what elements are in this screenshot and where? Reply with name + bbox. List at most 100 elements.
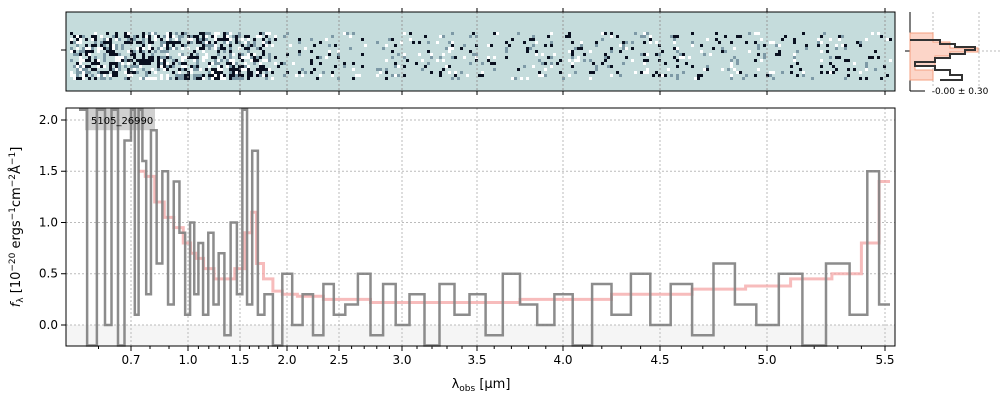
spectrum-pixel (295, 74, 298, 77)
spectrum-pixel (574, 71, 577, 74)
spectrum-pixel (214, 77, 217, 80)
spectrum-pixel (94, 77, 97, 80)
spectrum-pixel (763, 44, 766, 47)
spectrum-pixel (142, 77, 145, 80)
spectrum-pixel (619, 50, 622, 53)
spectrum-pixel (394, 74, 397, 77)
spectrum-pixel (235, 71, 238, 74)
spectrum-pixel (391, 74, 394, 77)
spectrum-pixel (130, 65, 133, 68)
spectrum-pixel (241, 38, 244, 41)
spectrum-pixel (88, 56, 91, 59)
spectrum-pixel (232, 62, 235, 65)
spectrum-pixel (235, 41, 238, 44)
spectrum-pixel (211, 68, 214, 71)
spectrum-pixel (679, 53, 682, 56)
spectrum-pixel (607, 65, 610, 68)
spectrum-pixel (214, 71, 217, 74)
spectrum-pixel (196, 53, 199, 56)
spectrum-pixel (256, 59, 259, 62)
spectrum-pixel (571, 65, 574, 68)
spectrum-pixel (148, 71, 151, 74)
spectrum-pixel (157, 68, 160, 71)
spectrum-pixel (769, 71, 772, 74)
spectrum-pixel (130, 38, 133, 41)
spectrum-pixel (817, 44, 820, 47)
spectrum-pixel (145, 59, 148, 62)
spectrum-pixel (229, 44, 232, 47)
spectrum-pixel (139, 50, 142, 53)
spectrum-pixel (634, 71, 637, 74)
spectrum-pixel (451, 41, 454, 44)
spectrum-pixel (664, 62, 667, 65)
spectrum-pixel (247, 71, 250, 74)
spectrum-pixel (247, 68, 250, 71)
spectrum-pixel (127, 62, 130, 65)
spectrum-pixel (265, 35, 268, 38)
spectrum-pixel (160, 41, 163, 44)
spectrum-pixel (214, 59, 217, 62)
spectrum-pixel (595, 68, 598, 71)
spectrum-pixel (616, 35, 619, 38)
spectrum-pixel (76, 77, 79, 80)
spectrum-pixel (646, 71, 649, 74)
spectrum-pixel (283, 62, 286, 65)
spectrum-pixel (712, 47, 715, 50)
spectrum-pixel (229, 77, 232, 80)
spectrum-pixel (109, 74, 112, 77)
spectrum-pixel (331, 71, 334, 74)
spectrum-pixel (181, 77, 184, 80)
spectrum-pixel (262, 38, 265, 41)
spectrum-pixel (268, 56, 271, 59)
spectrum-pixel (229, 59, 232, 62)
spectrum-pixel (184, 77, 187, 80)
spectrum-pixel (604, 32, 607, 35)
spectrum-pixel (229, 56, 232, 59)
spectrum-pixel (82, 47, 85, 50)
spectrum-pixel (73, 35, 76, 38)
spectrum-pixel (259, 47, 262, 50)
spectrum-pixel (70, 41, 73, 44)
spectrum-pixel (343, 62, 346, 65)
spectrum-pixel (703, 53, 706, 56)
spectrum-pixel (490, 44, 493, 47)
spectrum-pixel (133, 38, 136, 41)
spectrum-pixel (157, 56, 160, 59)
spectrum-pixel (148, 41, 151, 44)
spectrum-pixel (250, 59, 253, 62)
spectrum-2d-panel (61, 8, 896, 95)
spectrum-pixel (178, 41, 181, 44)
histogram-label: -0.00 ± 0.30 (932, 87, 989, 97)
spectrum-pixel (595, 41, 598, 44)
spectrum-pixel (259, 71, 262, 74)
spectrum-pixel (142, 56, 145, 59)
spectrum-pixel (241, 53, 244, 56)
plot-frame (65, 107, 896, 347)
spectrum-pixel (73, 74, 76, 77)
spectrum-pixel (154, 38, 157, 41)
spectrum-pixel (259, 74, 262, 77)
spectrum-pixel (646, 59, 649, 62)
spectrum-pixel (739, 35, 742, 38)
spectrum-pixel (538, 59, 541, 62)
spectrum-pixel (430, 56, 433, 59)
spectrum-pixel (232, 53, 235, 56)
spectrum-pixel (211, 62, 214, 65)
spectrum-pixel (607, 56, 610, 59)
spectrum-pixel (202, 47, 205, 50)
spectrum-pixel (754, 32, 757, 35)
spectrum-1d-panel: 0.7 1.0 1.5 2.0 2.5 3.0 3.5 4.0 4.5 5.0 5.5 0.0 0.5 1… (39, 107, 896, 367)
spectrum-pixel (196, 59, 199, 62)
spectrum-pixel (859, 44, 862, 47)
spectrum-pixel (181, 44, 184, 47)
spectrum-pixel (193, 35, 196, 38)
spectrum-pixel (667, 68, 670, 71)
spectrum-pixel (262, 44, 265, 47)
x-tick-label: 3.0 (392, 353, 411, 367)
spectrum-pixel (391, 50, 394, 53)
spectrum-pixel (757, 32, 760, 35)
spectrum-pixel (118, 56, 121, 59)
spectrum-pixel (223, 35, 226, 38)
spectrum-pixel (247, 53, 250, 56)
spectrum-pixel (352, 32, 355, 35)
